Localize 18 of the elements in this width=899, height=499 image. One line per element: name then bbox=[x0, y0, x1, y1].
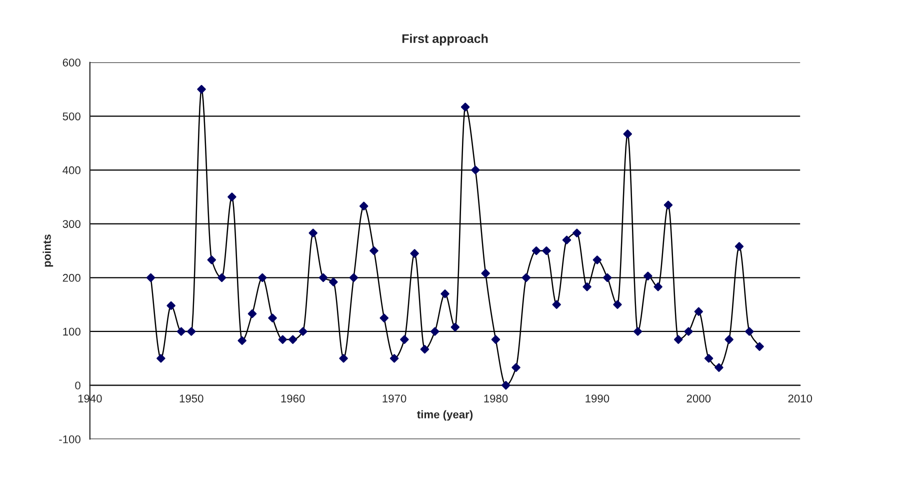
y-tick-label: 600 bbox=[62, 58, 80, 67]
x-tick-label: 1960 bbox=[281, 394, 305, 402]
y-tick-label: 300 bbox=[62, 220, 80, 228]
y-tick-label: 100 bbox=[63, 328, 80, 336]
x-tick-label: 1990 bbox=[586, 394, 610, 402]
x-axis-title: time (year) bbox=[417, 410, 473, 421]
y-tick-label: 0 bbox=[75, 382, 80, 390]
x-tick-label: 2000 bbox=[686, 394, 711, 402]
y-tick-label: 500 bbox=[62, 112, 80, 120]
y-tick-label: -100 bbox=[59, 435, 80, 444]
x-tick-label: 1970 bbox=[382, 394, 406, 402]
x-tick-label: 2010 bbox=[788, 394, 812, 402]
x-tick-label: 1980 bbox=[484, 394, 508, 402]
y-axis-title: points bbox=[42, 234, 54, 267]
y-tick-label: 400 bbox=[62, 166, 80, 174]
y-tick-label: 200 bbox=[62, 274, 80, 282]
chart-title: First approach bbox=[402, 34, 488, 46]
x-tick-label: 1950 bbox=[180, 394, 204, 402]
